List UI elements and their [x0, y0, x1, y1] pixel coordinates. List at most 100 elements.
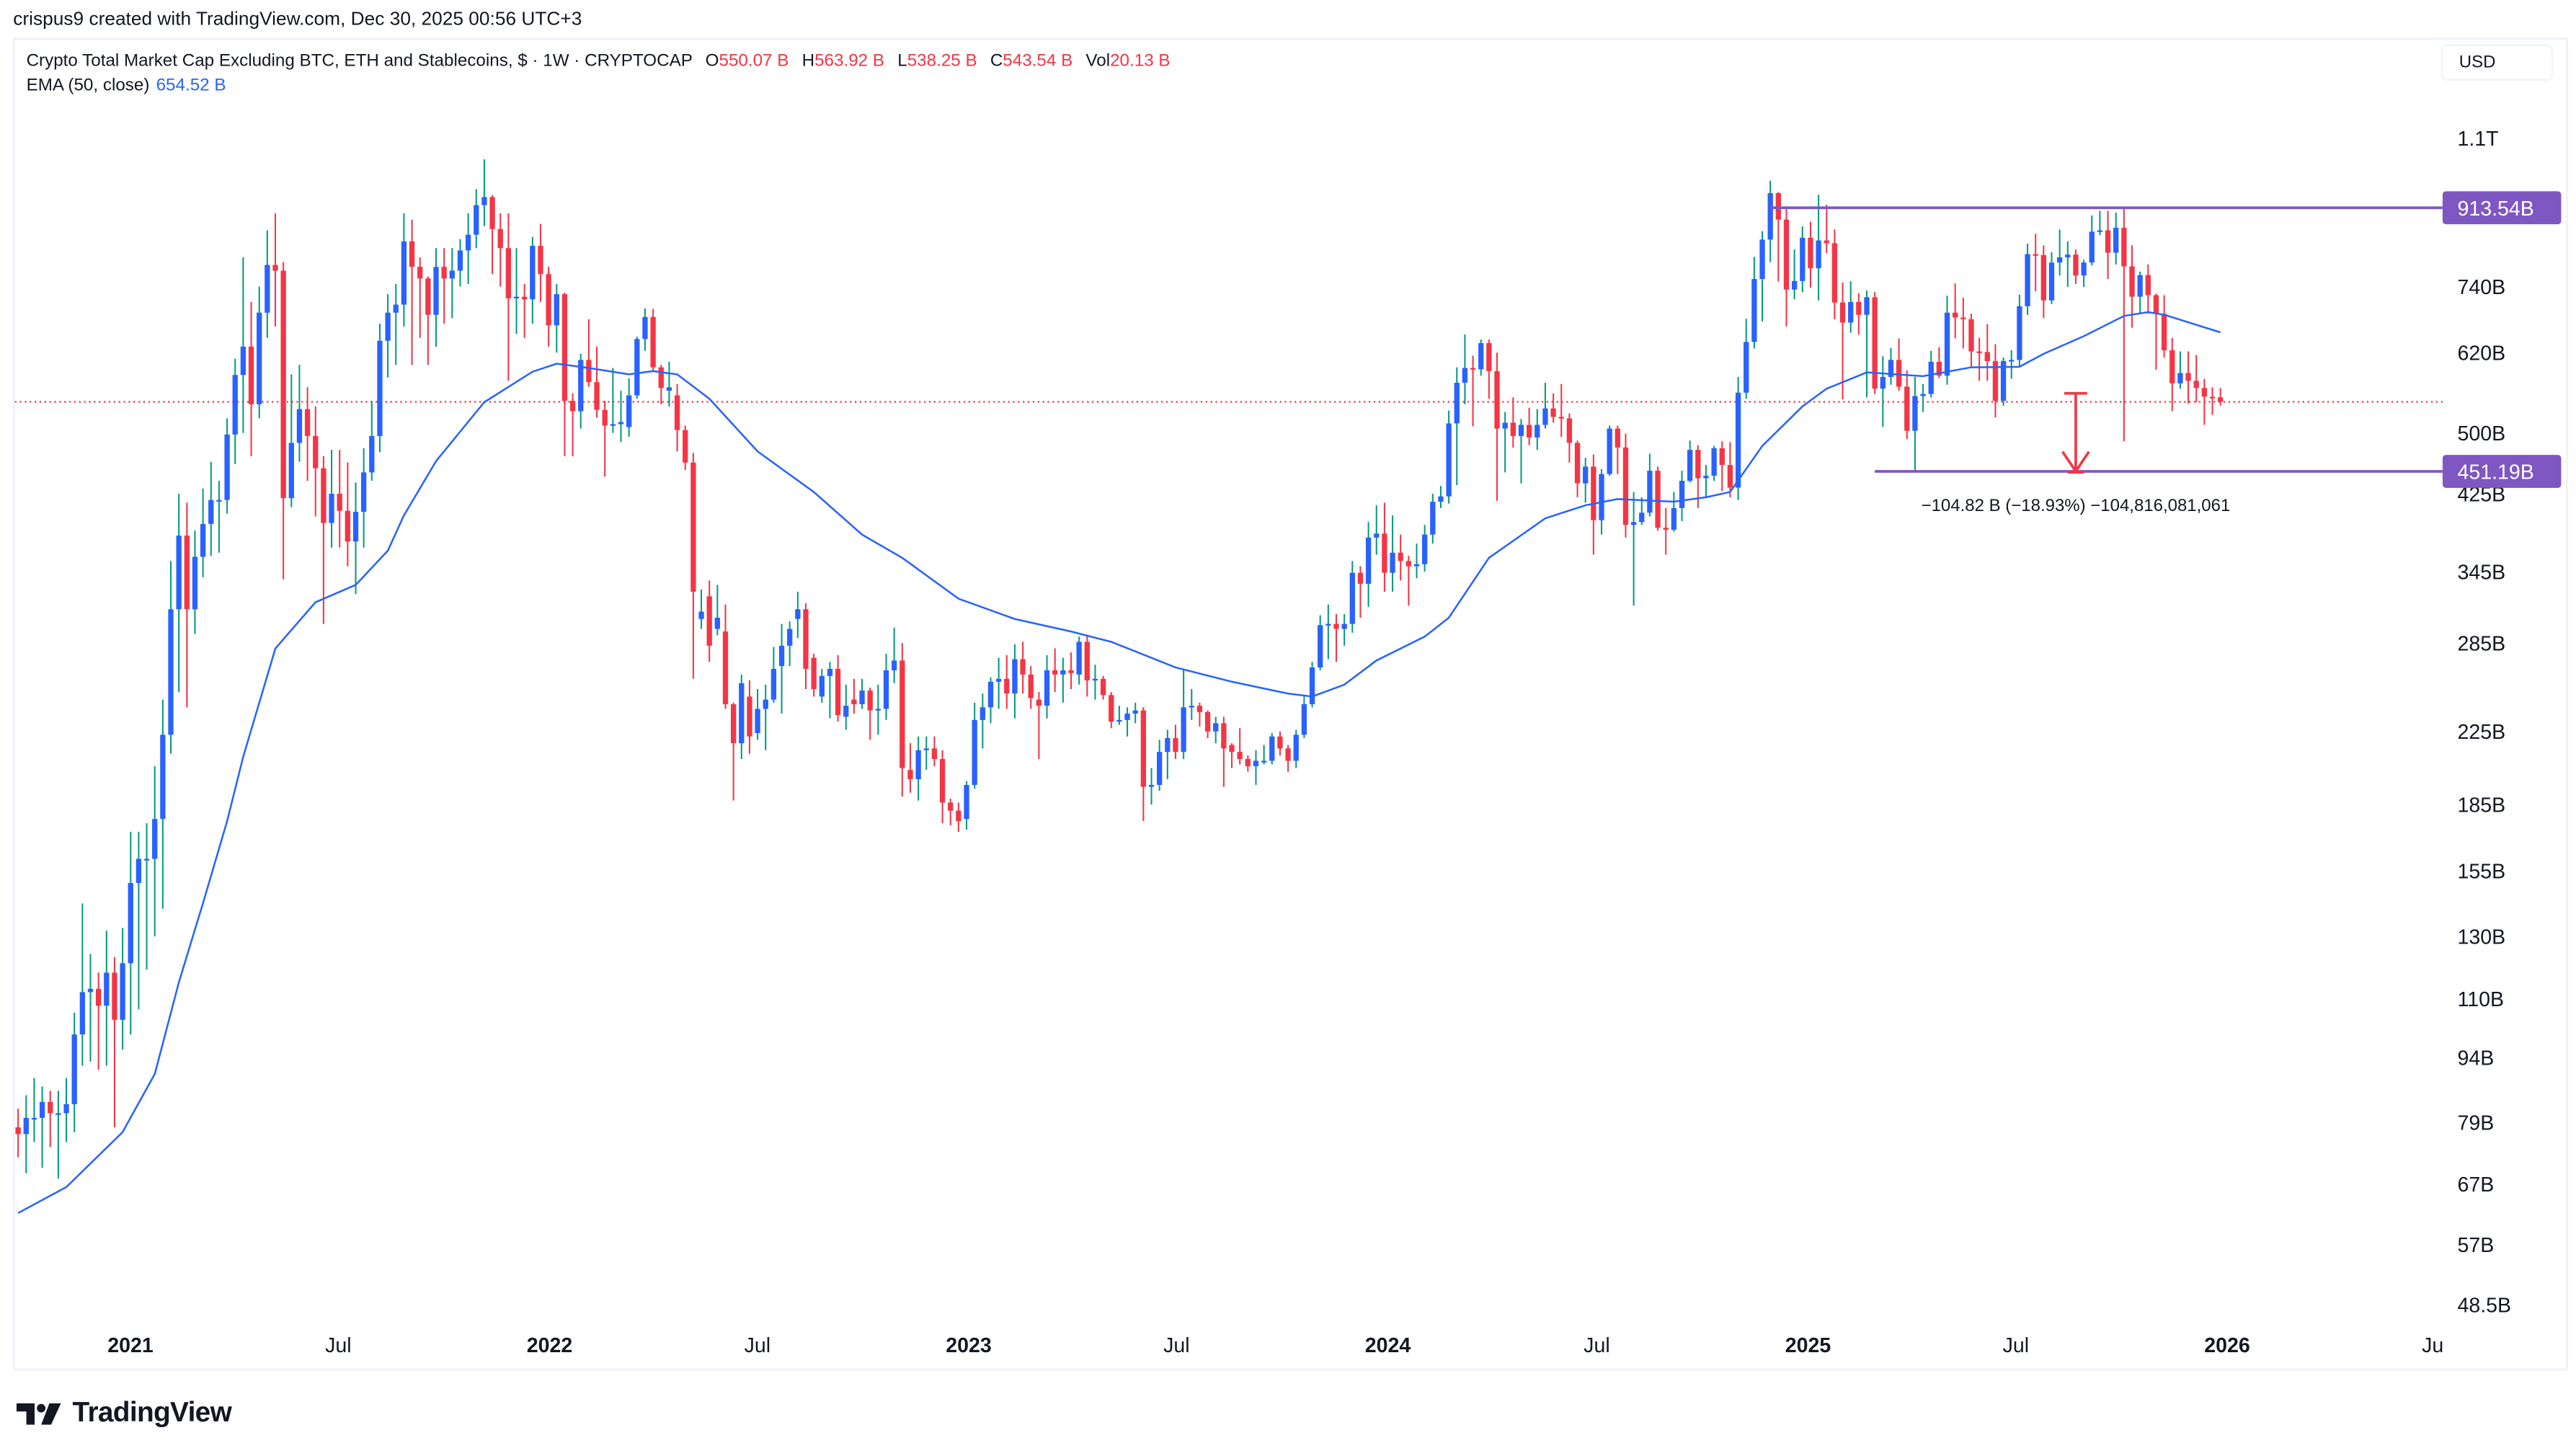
candle-body — [1711, 448, 1717, 476]
candle-body — [1639, 512, 1645, 523]
candle-body — [160, 734, 166, 820]
candle-body — [1936, 361, 1942, 376]
candle-body — [778, 645, 785, 667]
candle-up — [1944, 296, 1950, 385]
candle-body — [1253, 760, 1259, 767]
candle-body — [1655, 471, 1661, 528]
candle-body — [706, 596, 712, 646]
candle-up — [1181, 670, 1186, 760]
candle-body — [843, 706, 849, 717]
candle-body — [2081, 262, 2087, 276]
candles-layer — [15, 159, 2224, 1179]
candle-down — [1196, 702, 1203, 727]
candle-up — [2000, 357, 2007, 406]
candle-up — [1269, 733, 1275, 765]
symbol-title[interactable]: Crypto Total Market Cap Excluding BTC, E… — [26, 50, 693, 71]
candle-down — [1036, 692, 1042, 760]
candle-body — [1349, 572, 1355, 624]
candle-down — [2121, 208, 2127, 442]
candle-down — [425, 276, 431, 365]
candle-body — [1318, 625, 1323, 668]
time-axis-year-label: 2025 — [1785, 1334, 1831, 1357]
chart-pane[interactable]: −104.82 B (−18.93%) −104,816,081,061 — [14, 159, 2443, 1215]
candle-up — [1422, 525, 1428, 572]
candle-up — [1076, 636, 1082, 685]
candle-body — [1953, 312, 1958, 318]
candle-body — [2193, 381, 2199, 389]
candle-body — [1028, 674, 1034, 698]
candle-up — [778, 623, 785, 714]
candle-body — [900, 660, 905, 768]
candle-body — [216, 500, 222, 502]
candle-body — [522, 296, 528, 300]
candle-body — [2185, 373, 2191, 381]
candle-down — [417, 257, 423, 338]
candle-body — [602, 409, 608, 426]
candle-up — [1478, 339, 1484, 376]
candle-body — [474, 205, 479, 235]
candle-up — [369, 401, 375, 481]
candle-up — [1301, 696, 1307, 739]
candle-body — [136, 858, 142, 883]
candle-body — [1831, 243, 1838, 303]
price-axis-label: 345B — [2457, 561, 2505, 584]
candle-up — [23, 1095, 29, 1173]
price-axis-label: 1.1T — [2457, 128, 2498, 151]
candle-body — [1583, 466, 1589, 484]
candle-up — [634, 337, 640, 399]
candle-up — [136, 832, 142, 1010]
candle-up — [79, 903, 86, 1066]
price-axis[interactable]: 1.1T740B620B500B425B345B285B225B185B155B… — [2457, 128, 2511, 1317]
candle-down — [674, 383, 680, 452]
candle-down — [1229, 743, 1235, 768]
candle-down — [15, 1109, 21, 1158]
ema-legend-label[interactable]: EMA (50, close) — [26, 76, 150, 96]
candle-down — [722, 604, 729, 709]
candle-body — [200, 523, 206, 557]
candle-body — [1976, 351, 1982, 353]
candle-body — [1189, 706, 1194, 708]
candle-body — [2065, 254, 2071, 258]
candle-down — [1140, 707, 1147, 822]
candle-up — [1816, 195, 1821, 301]
candle-body — [71, 1034, 77, 1104]
candle-body — [538, 246, 543, 275]
candle-up — [152, 766, 158, 937]
candle-down — [1808, 221, 1813, 288]
candle-body — [546, 274, 551, 326]
candle-up — [2025, 243, 2030, 315]
candle-up — [1165, 729, 1171, 780]
candle-body — [2201, 388, 2208, 397]
candle-body — [1196, 706, 1203, 712]
candle-body — [1542, 408, 1548, 425]
candle-body — [1084, 642, 1090, 680]
candle-down — [489, 195, 495, 275]
candle-body — [594, 382, 600, 410]
horizontal-levels-layer[interactable] — [1770, 206, 2443, 473]
price-axis-label: 57B — [2457, 1234, 2494, 1257]
measure-tool[interactable]: −104.82 B (−18.93%) −104,816,081,061 — [1922, 391, 2231, 515]
candle-body — [87, 988, 94, 993]
candle-up — [1413, 543, 1420, 579]
candle-down — [505, 213, 512, 381]
candle-down — [1968, 314, 1974, 368]
candle-body — [1229, 745, 1235, 753]
candle-body — [626, 395, 632, 427]
candle-up — [87, 954, 94, 1062]
candle-down — [1052, 648, 1058, 693]
candle-up — [216, 481, 222, 553]
candle-body — [666, 387, 672, 391]
candle-up — [1189, 689, 1194, 720]
candle-body — [433, 267, 439, 315]
candle-body — [377, 340, 383, 436]
currency-selector[interactable]: USD — [2440, 44, 2554, 81]
candle-body — [2025, 254, 2030, 306]
candle-body — [2145, 275, 2151, 296]
candle-up — [385, 294, 391, 378]
candle-body — [923, 748, 929, 750]
candle-body — [1261, 760, 1267, 763]
candle-down — [602, 401, 608, 477]
candle-down — [313, 406, 319, 517]
time-axis[interactable]: 2021 Jul 2022 Jul 2023 Jul 2024 Jul 2025 Jul 2026 J… — [107, 1334, 2448, 1357]
